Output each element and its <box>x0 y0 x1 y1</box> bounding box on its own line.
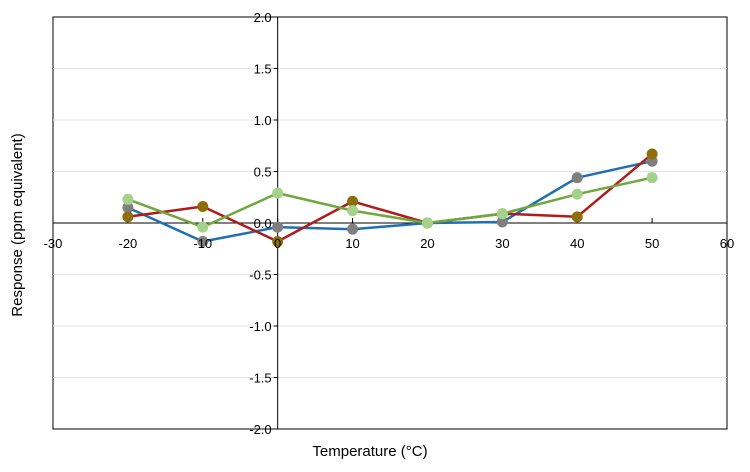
x-axis-title: Temperature (°C) <box>312 443 427 460</box>
series-1-point <box>496 216 508 228</box>
series-3-point <box>496 208 508 220</box>
x-tick-label: 40 <box>570 236 584 251</box>
gridlines <box>53 68 727 378</box>
x-tick-label: 30 <box>495 236 509 251</box>
y-tick-label: -1.5 <box>249 371 271 386</box>
tick-labels: -2.0 -1.5 -1.0 -0.5 0.0 0.5 1.0 1.5 2.0 -30 -20 -10… <box>44 10 735 437</box>
y-tick-label: 1.5 <box>254 62 272 77</box>
x-tick-label: -20 <box>118 236 137 251</box>
x-tick-label: -30 <box>44 236 63 251</box>
y-tick-label: 0.0 <box>254 216 272 231</box>
y-tick-label: 0.5 <box>254 165 272 180</box>
series-3-point <box>272 187 284 199</box>
series-3-line <box>127 176 653 229</box>
x-tick-label: -10 <box>193 236 212 251</box>
series-3-point <box>197 221 209 233</box>
series-1-line <box>127 159 653 243</box>
y-tick-label: -0.5 <box>249 268 271 283</box>
series-2-point <box>197 201 209 213</box>
series-2-point <box>646 148 658 160</box>
series-3-point <box>347 205 359 217</box>
y-tick-label: 1.0 <box>254 113 272 128</box>
series-1-point <box>122 202 134 214</box>
series-3-point <box>646 172 658 184</box>
series-1-point <box>197 236 209 248</box>
y-tick-label: -2.0 <box>249 422 271 437</box>
series-1-point <box>272 221 284 233</box>
series-2-point <box>571 211 583 223</box>
series-3-point <box>122 193 134 205</box>
series-2-line <box>127 153 653 243</box>
y-tick-label: -1.0 <box>249 319 271 334</box>
series-3-point <box>421 217 433 229</box>
x-tick-label: 60 <box>720 236 734 251</box>
series-group <box>122 148 658 248</box>
x-tick-label: 50 <box>645 236 659 251</box>
series-1-point <box>571 172 583 184</box>
x-tick-label: 20 <box>420 236 434 251</box>
y-tick-label: 2.0 <box>254 10 272 25</box>
series-2-point <box>347 195 359 207</box>
series-3-point <box>571 188 583 200</box>
series-2-point <box>122 211 134 223</box>
x-tick-label: 10 <box>345 236 359 251</box>
x-tick-label: 0 <box>274 236 281 251</box>
series-1-point <box>347 223 359 235</box>
series-2-point <box>272 236 284 248</box>
y-axis-title: Response (ppm equivalent) <box>9 133 26 316</box>
